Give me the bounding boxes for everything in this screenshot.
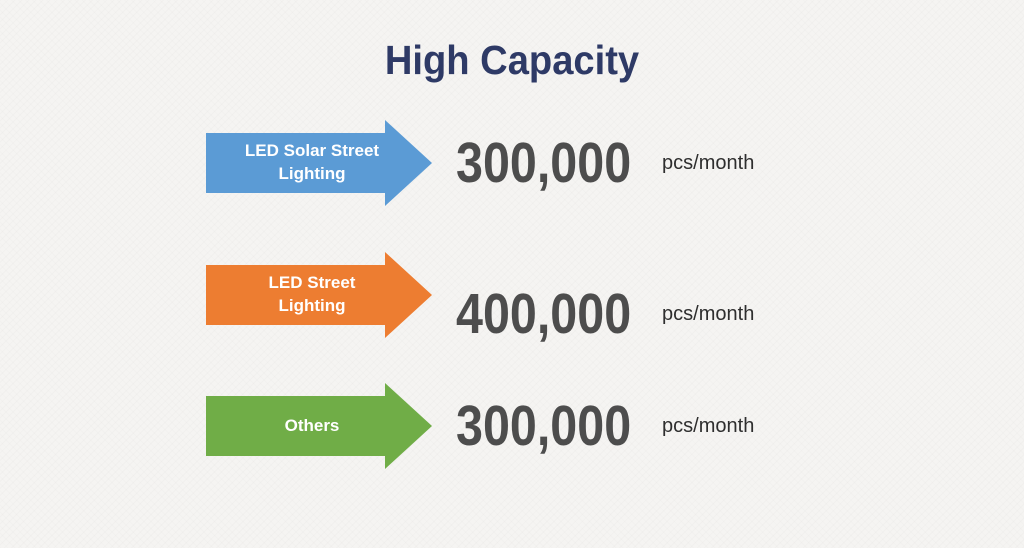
capacity-value: 400,000 (456, 282, 632, 346)
arrow-led-solar-street-lighting: LED Solar Street Lighting (206, 120, 432, 206)
capacity-value-group: 300,000 pcs/month (456, 398, 754, 455)
page-title: High Capacity (384, 37, 640, 83)
right-arrow-shape (206, 252, 432, 338)
capacity-row-others: Others 300,000 pcs/month (206, 383, 1024, 469)
arrow-polygon-green (206, 383, 432, 469)
capacity-unit: pcs/month (662, 415, 755, 437)
arrow-others: Others (206, 383, 432, 469)
capacity-row-led-solar-street-lighting: LED Solar Street Lighting 300,000 pcs/mo… (206, 120, 1024, 206)
right-arrow-shape (206, 120, 432, 206)
arrow-led-street-lighting: LED Street Lighting (206, 252, 432, 338)
capacity-value-group: 400,000 pcs/month (456, 286, 754, 343)
capacity-row-led-street-lighting: LED Street Lighting 400,000 pcs/month (206, 252, 1024, 343)
arrow-label: LED Street Lighting (268, 273, 356, 315)
right-arrow-shape (206, 383, 432, 469)
arrow-label: LED Solar Street Lighting (244, 141, 380, 183)
capacity-value-group: 300,000 pcs/month (456, 135, 754, 192)
capacity-unit: pcs/month (662, 303, 755, 325)
capacity-value: 300,000 (456, 131, 632, 195)
capacity-unit: pcs/month (662, 152, 755, 174)
arrow-label: Others (284, 415, 340, 435)
capacity-value: 300,000 (456, 394, 632, 458)
arrow-polygon-blue (206, 120, 432, 206)
arrow-polygon-orange (206, 252, 432, 338)
